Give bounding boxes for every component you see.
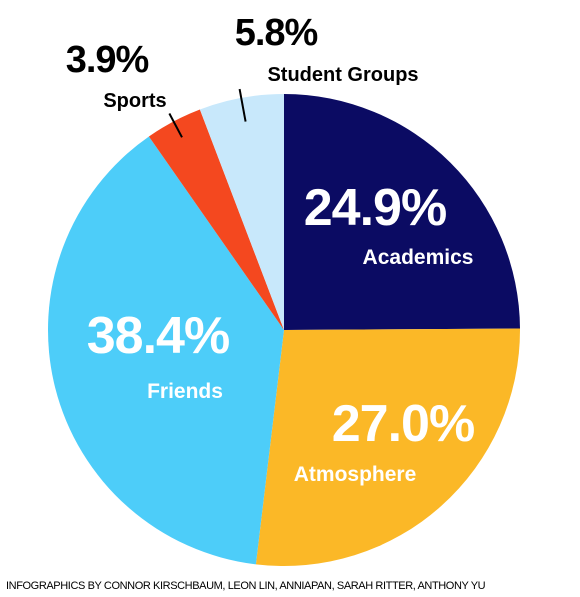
academics-percent-label: 24.9% — [304, 179, 446, 237]
atmosphere-percent-label: 27.0% — [332, 395, 474, 453]
atmosphere-category-label: Atmosphere — [294, 463, 417, 486]
credit-line: INFOGRAPHICS BY CONNOR KIRSCHBAUM, LEON … — [6, 580, 486, 592]
sports-category-label: Sports — [103, 90, 166, 112]
leader-line-student-groups — [238, 88, 247, 122]
pie-slice-student-groups — [199, 94, 284, 330]
leader-line-sports — [168, 113, 183, 138]
pie-slice-academics — [284, 94, 520, 330]
pie-slice-sports — [148, 109, 284, 330]
academics-category-label: Academics — [363, 246, 474, 269]
student-groups-category-label: Student Groups — [267, 64, 418, 86]
pie-slice-atmosphere — [255, 328, 521, 567]
student-groups-percent-label: 5.8% — [235, 12, 318, 54]
friends-category-label: Friends — [147, 380, 223, 403]
sports-percent-label: 3.9% — [66, 39, 149, 81]
pie-slice-friends — [48, 136, 284, 565]
friends-percent-label: 38.4% — [87, 307, 229, 365]
